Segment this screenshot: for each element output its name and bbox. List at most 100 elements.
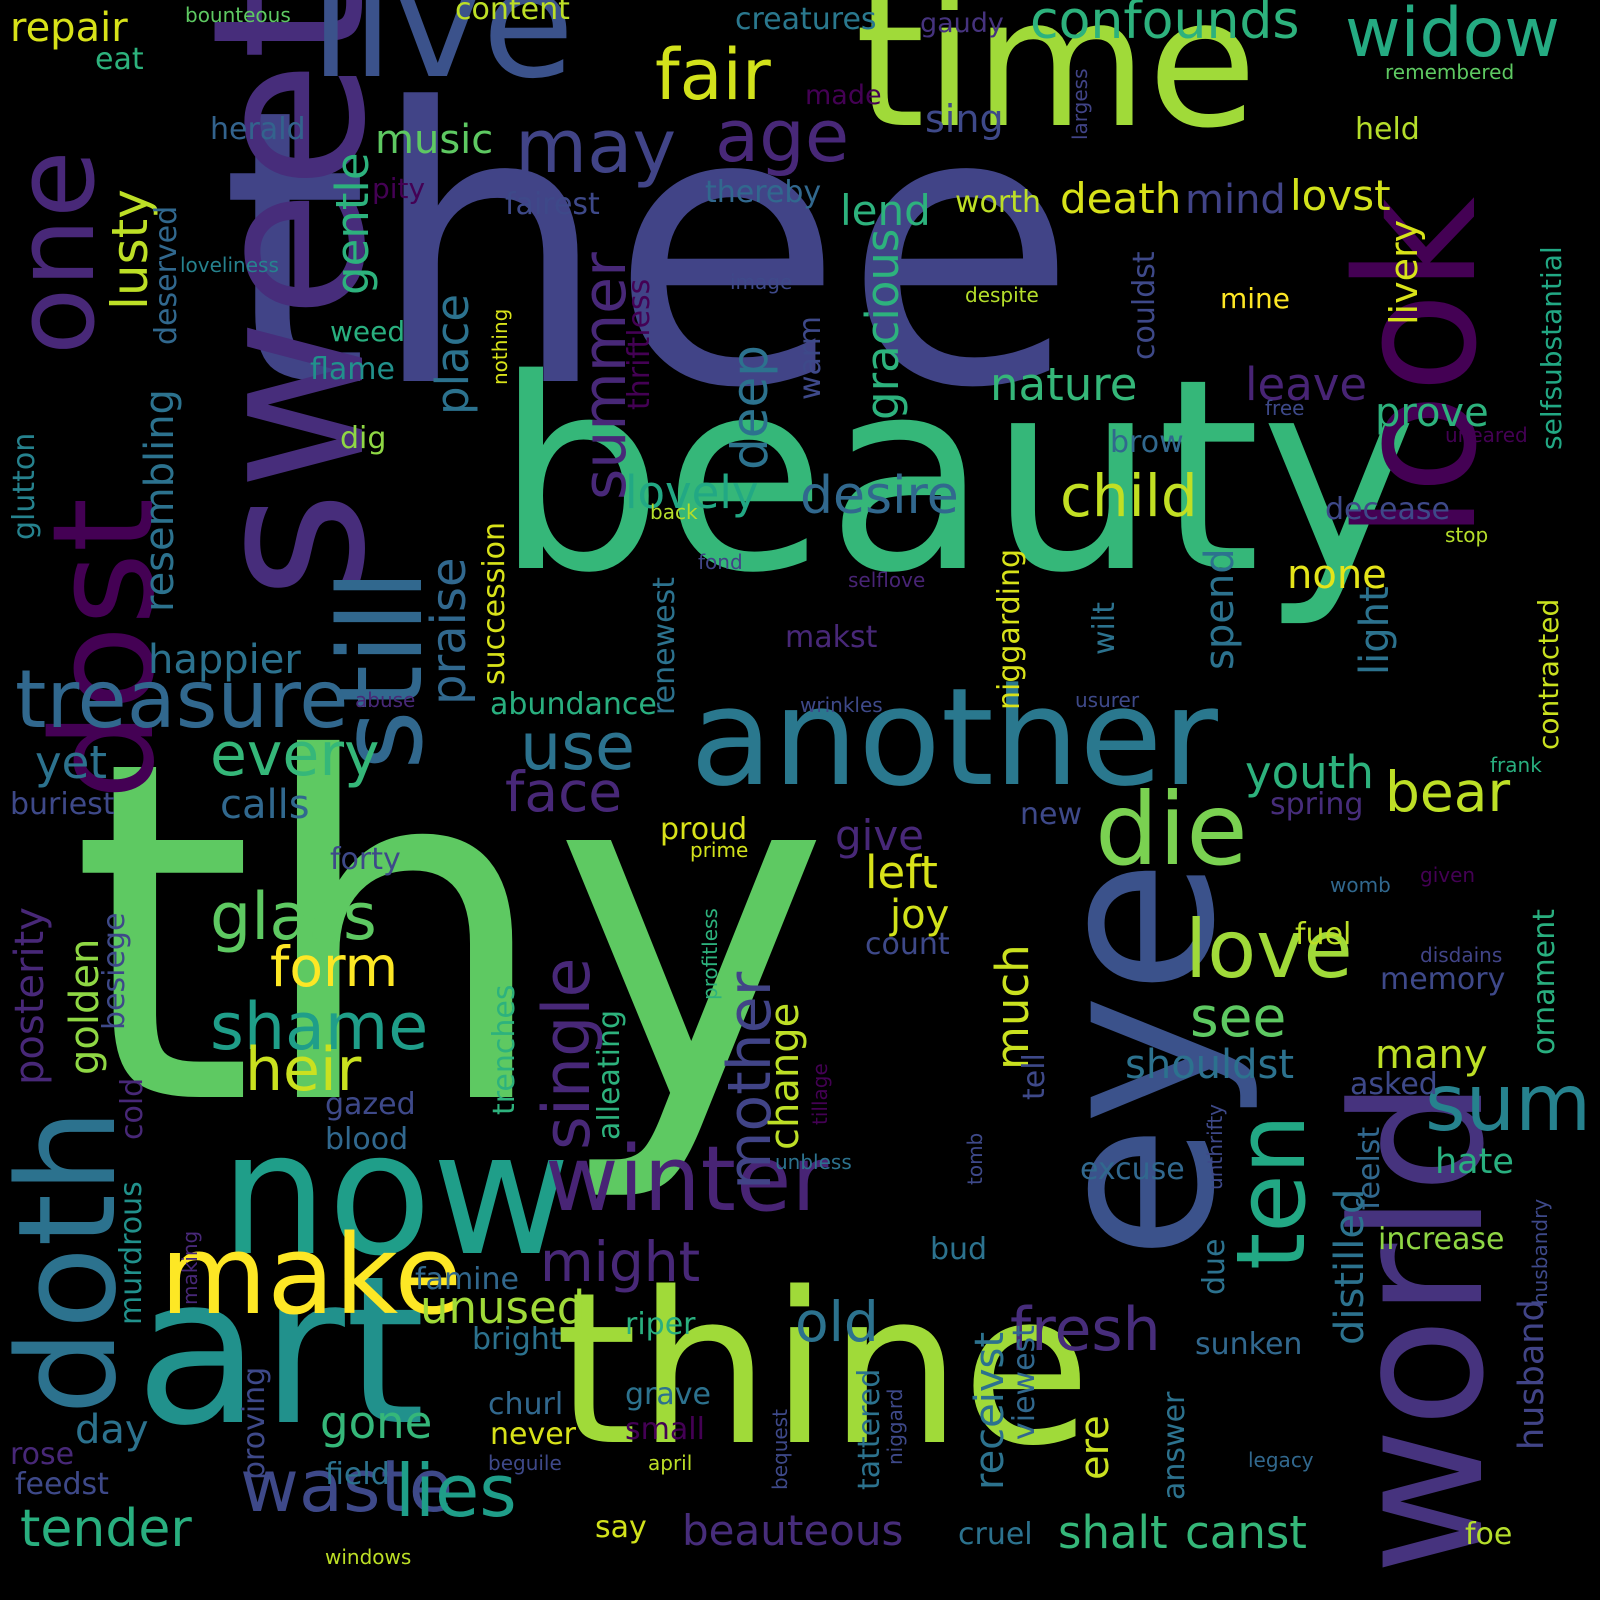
word-leave: leave: [1245, 358, 1368, 411]
word-viewest: viewest: [1007, 1325, 1042, 1440]
word-tell: tell: [1017, 1053, 1052, 1100]
word-image: image: [730, 270, 793, 294]
word-given: given: [1420, 863, 1476, 887]
word-heir: heir: [245, 1035, 362, 1105]
word-loveliness: loveliness: [180, 253, 279, 277]
word-sing: sing: [925, 97, 1004, 141]
word-makst: makst: [785, 620, 878, 655]
word-old: old: [795, 1290, 879, 1354]
word-spend: spend: [1197, 548, 1243, 670]
word-deep: deep: [721, 345, 779, 470]
word-husband: husband: [1512, 1299, 1552, 1450]
word-use: use: [520, 710, 636, 785]
word-content: content: [455, 0, 570, 27]
word-posterity: posterity: [7, 907, 53, 1085]
word-every: every: [210, 720, 380, 790]
word-dig: dig: [340, 421, 387, 456]
word-bud: bud: [930, 1232, 988, 1267]
word-prime: prime: [690, 838, 749, 862]
word-glutton: glutton: [7, 432, 42, 540]
word-form: form: [270, 935, 399, 999]
word-stop: stop: [1445, 523, 1489, 547]
word-blood: blood: [325, 1122, 409, 1157]
word-bounteous: bounteous: [185, 3, 291, 27]
word-despite: despite: [965, 283, 1039, 307]
word-frank: frank: [1490, 753, 1542, 777]
word-lend: lend: [840, 186, 931, 235]
word-answer: answer: [1157, 1391, 1192, 1500]
word-day: day: [75, 1407, 149, 1453]
word-resembling: resembling: [137, 389, 183, 612]
word-alleating: alleating: [592, 1009, 627, 1140]
word-may: may: [515, 104, 677, 190]
word-live: live: [310, 0, 575, 112]
word-proud: proud: [660, 812, 748, 847]
word-mine: mine: [1220, 282, 1291, 315]
word-calls: calls: [220, 782, 310, 828]
word-none: none: [1287, 552, 1387, 598]
word-trenches: trenches: [487, 984, 522, 1115]
word-livery: livery: [1382, 219, 1426, 325]
word-disdains: disdains: [1420, 943, 1503, 967]
word-thine: thine: [555, 1247, 1092, 1492]
word-abundance: abundance: [490, 687, 657, 722]
word-herald: herald: [210, 112, 306, 147]
word-sunken: sunken: [1195, 1327, 1303, 1362]
word-now: now: [220, 1096, 571, 1294]
word-pity: pity: [372, 172, 426, 205]
word-wrinkles: wrinkles: [800, 693, 883, 717]
word-niggard: niggard: [883, 1388, 907, 1465]
word-decease: decease: [1325, 492, 1450, 527]
word-thy: thy: [70, 661, 831, 1208]
word-confounds: confounds: [1030, 0, 1300, 51]
word-spring: spring: [1270, 787, 1364, 822]
word-lovely: lovely: [625, 466, 759, 519]
word-tender: tender: [20, 1499, 192, 1559]
word-thereby: thereby: [705, 175, 822, 210]
word-unbless: unbless: [775, 1150, 852, 1174]
word-largess: largess: [1068, 68, 1092, 140]
word-light: light: [1352, 586, 1398, 675]
word-remembered: remembered: [1385, 60, 1515, 84]
word-legacy: legacy: [1248, 1448, 1314, 1472]
word-music: music: [375, 117, 494, 163]
word-make: make: [160, 1211, 463, 1339]
word-joy: joy: [890, 892, 950, 938]
word-waste: waste: [240, 1444, 454, 1528]
word-proving: proving: [237, 1366, 272, 1480]
word-selfsubstantial: selfsubstantial: [1535, 246, 1568, 450]
word-new: new: [1020, 797, 1083, 832]
word-usurer: usurer: [1075, 688, 1140, 712]
word-hate: hate: [1435, 1142, 1514, 1182]
word-give: give: [835, 811, 925, 860]
word-much: much: [986, 944, 1039, 1070]
word-contracted: contracted: [1532, 598, 1565, 750]
word-thriftless: thriftless: [622, 278, 657, 410]
word-beauty: beauty: [495, 323, 1418, 631]
word-making: making: [178, 1230, 202, 1305]
word-nothing: nothing: [488, 308, 512, 385]
word-say: say: [595, 1510, 647, 1545]
word-ere: ere: [1072, 1415, 1118, 1480]
word-april: april: [648, 1451, 693, 1475]
word-fair: fair: [655, 34, 771, 116]
word-husbandry: husbandry: [1528, 1198, 1552, 1305]
word-murdrous: murdrous: [114, 1181, 149, 1325]
word-tomb: tomb: [963, 1132, 987, 1185]
word-love: love: [1185, 903, 1353, 996]
word-besiege: besiege: [97, 912, 132, 1030]
word-forty: forty: [330, 842, 401, 877]
word-made: made: [805, 80, 882, 111]
word-one: one: [0, 150, 119, 355]
word-tillage: tillage: [808, 1063, 832, 1125]
word-buriest: buriest: [10, 787, 115, 822]
word-receivst: receivst: [967, 1331, 1013, 1490]
word-niggarding: niggarding: [992, 548, 1027, 710]
word-single: single: [530, 957, 605, 1150]
word-brow: brow: [1110, 425, 1184, 460]
word-flame: flame: [310, 352, 395, 387]
word-another: another: [690, 659, 1218, 816]
word-selflove: selflove: [848, 568, 926, 592]
word-lovst: lovst: [1290, 171, 1391, 220]
word-fond: fond: [698, 550, 743, 574]
